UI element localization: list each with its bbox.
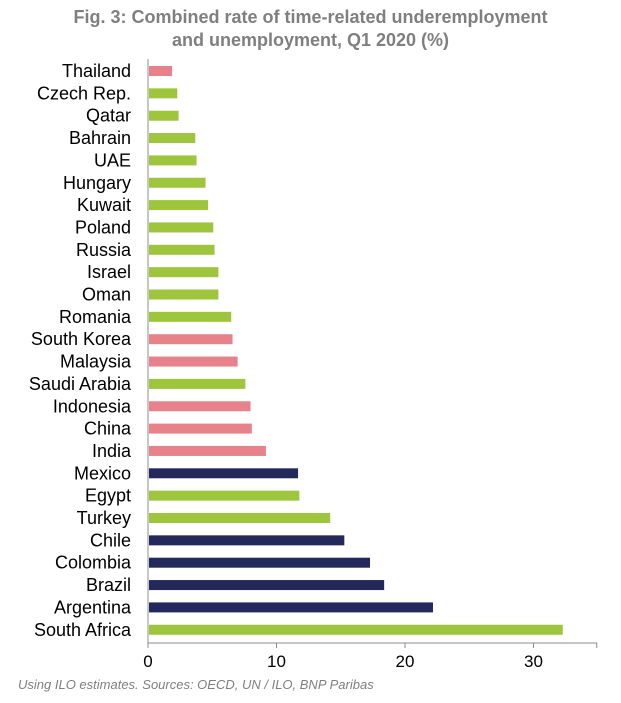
category-label-mexico: Mexico bbox=[74, 463, 131, 483]
bar-saudi-arabia bbox=[149, 378, 246, 389]
x-tick-label-0: 0 bbox=[143, 652, 152, 671]
x-tick-label-30: 30 bbox=[524, 652, 543, 671]
bar-israel bbox=[149, 267, 219, 278]
category-label-colombia: Colombia bbox=[55, 553, 132, 573]
bar-czech-rep bbox=[149, 88, 178, 99]
category-label-brazil: Brazil bbox=[86, 575, 131, 595]
category-label-south-africa: South Africa bbox=[34, 620, 132, 640]
category-label-israel: Israel bbox=[87, 262, 131, 282]
category-label-uae: UAE bbox=[94, 150, 131, 170]
category-label-malaysia: Malaysia bbox=[60, 352, 132, 372]
category-label-saudi-arabia: Saudi Arabia bbox=[29, 374, 132, 394]
category-label-kuwait: Kuwait bbox=[77, 195, 131, 215]
bar-poland bbox=[149, 222, 214, 233]
bar-russia bbox=[149, 244, 215, 255]
bar-romania bbox=[149, 311, 232, 322]
category-label-thailand: Thailand bbox=[62, 61, 131, 81]
category-label-poland: Poland bbox=[75, 217, 131, 237]
category-label-czech-rep: Czech Rep. bbox=[37, 83, 131, 103]
bar-bahrain bbox=[149, 133, 196, 144]
bar-malaysia bbox=[149, 356, 238, 367]
x-tick-label-10: 10 bbox=[267, 652, 286, 671]
bar-brazil bbox=[149, 580, 385, 591]
category-label-china: China bbox=[84, 419, 132, 439]
category-label-oman: Oman bbox=[82, 285, 131, 305]
bar-mexico bbox=[149, 468, 299, 479]
category-label-qatar: Qatar bbox=[86, 106, 131, 126]
source-note: Using ILO estimates. Sources: OECD, UN /… bbox=[18, 677, 374, 692]
bar-turkey bbox=[149, 513, 331, 523]
bar-indonesia bbox=[149, 401, 251, 412]
bar-china bbox=[149, 423, 252, 434]
bar-oman bbox=[149, 289, 219, 300]
chart-title: Fig. 3: Combined rate of time-related un… bbox=[0, 6, 621, 52]
category-label-russia: Russia bbox=[76, 240, 132, 260]
bar-south-africa bbox=[149, 624, 563, 635]
category-label-chile: Chile bbox=[90, 530, 131, 550]
x-tick-label-20: 20 bbox=[396, 652, 415, 671]
bar-kuwait bbox=[149, 200, 209, 211]
category-label-bahrain: Bahrain bbox=[69, 128, 131, 148]
bar-chile bbox=[149, 535, 345, 546]
chart-title-line-1: Fig. 3: Combined rate of time-related un… bbox=[73, 7, 548, 27]
bar-india bbox=[149, 445, 266, 456]
bar-thailand bbox=[149, 66, 173, 76]
category-label-turkey: Turkey bbox=[77, 508, 131, 528]
category-label-romania: Romania bbox=[59, 307, 132, 327]
category-label-hungary: Hungary bbox=[63, 173, 131, 193]
category-label-egypt: Egypt bbox=[85, 486, 131, 506]
category-label-south-korea: South Korea bbox=[31, 329, 132, 349]
chart-title-line-2: and unemployment, Q1 2020 (%) bbox=[171, 30, 450, 50]
category-label-india: India bbox=[92, 441, 132, 461]
category-label-indonesia: Indonesia bbox=[53, 396, 132, 416]
bar-argentina bbox=[149, 602, 433, 613]
bar-south-korea bbox=[149, 334, 233, 345]
bar-colombia bbox=[149, 557, 371, 568]
category-label-argentina: Argentina bbox=[54, 597, 132, 617]
bar-uae bbox=[149, 155, 197, 166]
bar-hungary bbox=[149, 177, 206, 188]
bar-egypt bbox=[149, 490, 300, 501]
bar-qatar bbox=[149, 110, 179, 121]
